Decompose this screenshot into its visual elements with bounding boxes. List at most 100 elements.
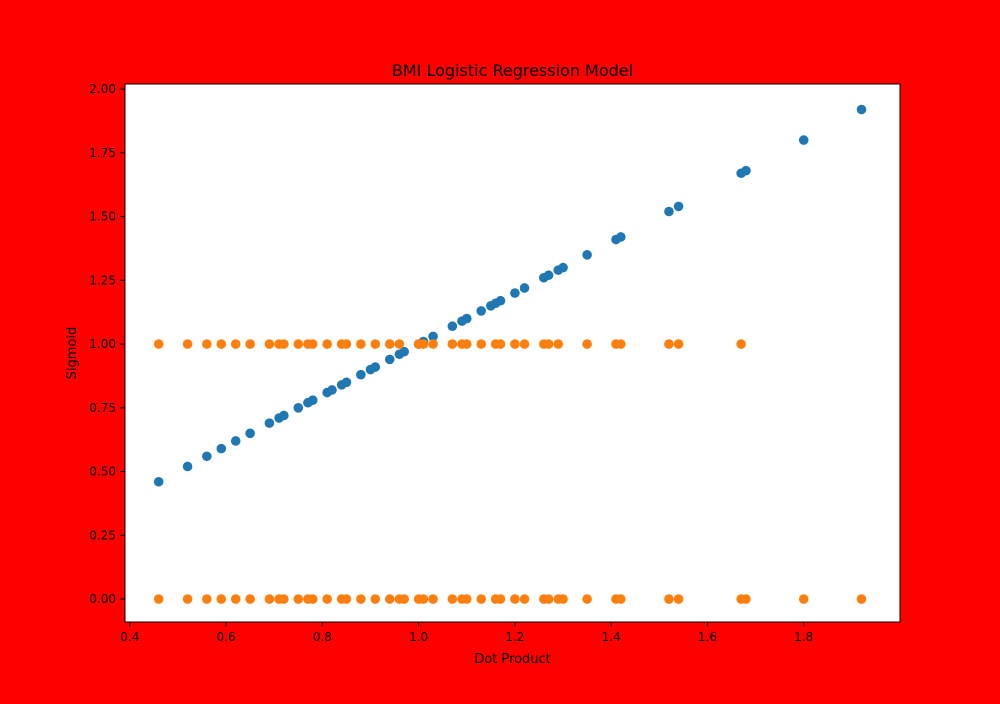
data-point (341, 339, 352, 349)
y-axis-label: Sigmoid (65, 327, 80, 380)
data-point (279, 410, 289, 421)
data-point (293, 403, 304, 413)
y-axis-ticks: 0.00 0.25 0.50 0.75 1.00 1.25 1.50 1.75 2.00 (89, 82, 125, 606)
data-point (264, 594, 275, 604)
data-point (370, 339, 381, 349)
x-tick-label: 0.4 (120, 630, 139, 644)
data-point (736, 339, 746, 349)
data-point (673, 594, 684, 604)
data-point (495, 594, 506, 604)
data-point (418, 339, 429, 349)
data-point (856, 594, 867, 604)
data-point (356, 369, 366, 380)
data-point (616, 594, 626, 604)
data-point (741, 165, 751, 176)
data-point (356, 339, 366, 349)
data-point (428, 331, 438, 342)
data-point (510, 594, 520, 604)
data-point (341, 377, 352, 388)
data-point (418, 594, 429, 604)
x-tick-label: 1.6 (698, 630, 717, 644)
y-tick-label: 0.50 (89, 465, 116, 479)
x-tick-label: 1.2 (505, 630, 524, 644)
data-point (356, 594, 366, 604)
data-point (341, 594, 352, 604)
data-point (307, 339, 318, 349)
data-point (230, 594, 241, 604)
data-point (476, 594, 487, 604)
data-point (293, 594, 304, 604)
data-point (428, 594, 438, 604)
y-tick-label: 2.00 (89, 82, 116, 96)
y-tick-label: 1.00 (89, 337, 116, 351)
data-point (461, 313, 472, 324)
points-layer (153, 104, 867, 604)
y-tick-label: 0.00 (89, 592, 116, 606)
data-point (153, 594, 164, 604)
data-point (399, 594, 409, 604)
data-point (399, 346, 409, 357)
x-tick-label: 1.8 (794, 630, 813, 644)
data-point (182, 594, 193, 604)
data-point (279, 339, 289, 349)
data-point (245, 594, 255, 604)
data-point (384, 594, 395, 604)
data-point (664, 206, 674, 217)
data-point (202, 594, 212, 604)
data-point (245, 339, 255, 349)
data-point (558, 262, 568, 273)
data-point (293, 339, 304, 349)
data-point (558, 594, 568, 604)
data-point (153, 339, 164, 349)
data-point (216, 339, 227, 349)
data-point (616, 339, 626, 349)
data-point (153, 476, 164, 487)
plot-background (125, 84, 900, 622)
data-point (216, 443, 227, 454)
x-tick-label: 0.8 (313, 630, 332, 644)
data-point (519, 339, 530, 349)
y-tick-label: 0.75 (89, 401, 116, 415)
data-point (616, 232, 626, 242)
x-axis-ticks: 0.4 0.6 0.8 1.0 1.2 1.4 1.6 1.8 (120, 622, 813, 644)
x-tick-label: 1.0 (409, 630, 428, 644)
data-point (510, 339, 520, 349)
data-point (447, 339, 458, 349)
data-point (582, 250, 592, 260)
data-point (428, 339, 438, 349)
data-point (245, 428, 255, 439)
data-point (322, 594, 332, 604)
x-axis-label: Dot Product (474, 652, 551, 667)
data-point (216, 594, 227, 604)
data-point (664, 594, 674, 604)
data-point (370, 362, 381, 372)
data-point (307, 395, 318, 405)
data-point (519, 594, 530, 604)
data-point (664, 339, 674, 349)
data-point (741, 594, 751, 604)
data-point (202, 339, 212, 349)
data-point (370, 594, 381, 604)
data-point (798, 135, 809, 145)
data-point (510, 288, 520, 298)
x-tick-label: 0.6 (217, 630, 236, 644)
y-tick-label: 1.50 (89, 210, 116, 224)
data-point (182, 339, 193, 349)
data-point (476, 339, 487, 349)
series-2 (153, 339, 867, 604)
data-point (553, 339, 564, 349)
plot-frame (124, 83, 901, 623)
y-tick-label: 1.25 (89, 273, 116, 287)
data-point (673, 339, 684, 349)
data-point (307, 594, 318, 604)
data-point (447, 594, 458, 604)
data-point (202, 451, 212, 462)
data-point (182, 461, 193, 472)
data-point (495, 339, 506, 349)
y-tick-label: 1.75 (89, 146, 116, 160)
data-point (798, 594, 809, 604)
data-point (519, 283, 530, 293)
data-point (461, 594, 472, 604)
